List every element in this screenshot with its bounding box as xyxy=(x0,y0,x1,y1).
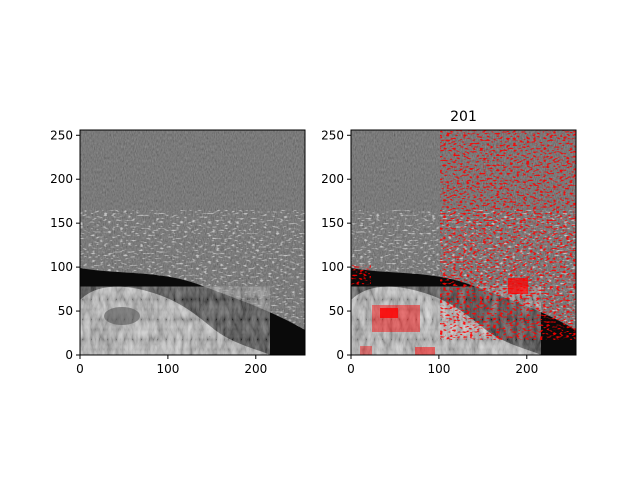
right-y-tick-label: 200 xyxy=(321,172,344,186)
right-y-tick-label: 50 xyxy=(329,304,344,318)
left-y-ticks: 0 50 100 150 200 250 xyxy=(50,128,80,362)
left-x-tick-label: 0 xyxy=(76,362,84,376)
left-image xyxy=(80,130,305,355)
left-y-tick-label: 250 xyxy=(50,128,73,142)
right-x-ticks: 0 100 200 xyxy=(347,355,538,376)
left-y-tick-label: 50 xyxy=(58,304,73,318)
left-y-tick-label: 0 xyxy=(65,348,73,362)
right-panel-title: 201 xyxy=(450,109,477,125)
right-y-tick-label: 0 xyxy=(336,348,344,362)
left-x-tick-label: 100 xyxy=(156,362,179,376)
right-y-tick-label: 150 xyxy=(321,216,344,230)
right-y-tick-label: 100 xyxy=(321,260,344,274)
left-y-tick-label: 200 xyxy=(50,172,73,186)
left-x-ticks: 0 100 200 xyxy=(76,355,267,376)
right-x-tick-label: 100 xyxy=(427,362,450,376)
left-y-tick-label: 100 xyxy=(50,260,73,274)
left-y-tick-label: 150 xyxy=(50,216,73,230)
right-image xyxy=(351,130,576,355)
left-x-tick-label: 200 xyxy=(244,362,267,376)
right-y-ticks: 0 50 100 150 200 250 xyxy=(321,128,351,362)
right-x-tick-label: 0 xyxy=(347,362,355,376)
left-image-panel: 0 100 200 0 50 100 150 200 250 xyxy=(50,128,306,376)
left-axes-frame xyxy=(79,129,306,356)
right-y-tick-label: 250 xyxy=(321,128,344,142)
right-image-panel: 201 0 100 200 0 50 100 150 200 250 xyxy=(321,109,577,376)
right-x-tick-label: 200 xyxy=(515,362,538,376)
right-axes-frame xyxy=(350,129,577,356)
red-overlay xyxy=(351,130,576,355)
